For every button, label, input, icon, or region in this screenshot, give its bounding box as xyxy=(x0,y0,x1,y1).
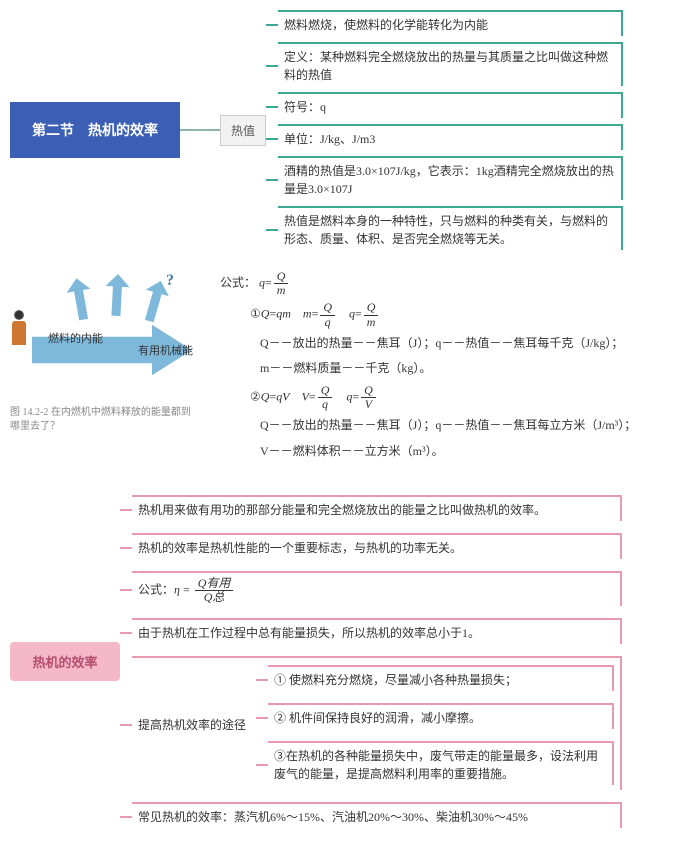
set1-desc2: m－－燃料质量－－千克（kg）。 xyxy=(260,358,679,380)
main-formula: 公式： q=Qm xyxy=(220,270,679,297)
ways-item: ① 使燃料充分燃烧，尽量减小各种热量损失； xyxy=(268,665,614,691)
formula-set-1: ①Q=qm m=Qq q=Qm xyxy=(250,301,679,328)
efficiency-branch: 由于热机在工作过程中总有能量损失，所以热机的效率总小于1。 xyxy=(132,618,622,644)
person-figure xyxy=(12,310,26,350)
set1-desc: Q－－放出的热量－－焦耳（J）；q－－热值－－焦耳每千克（J/kg）； xyxy=(260,333,679,355)
ways-item: ③在热机的各种能量损失中，废气带走的能量最多，设法利用废气的能量，是提高燃料利用… xyxy=(268,741,614,785)
diagram-caption: 图 14.2-2 在内燃机中燃料释放的能量都到哪里去了？ xyxy=(10,406,200,434)
formula-block: 公式： q=Qm ①Q=qm m=Qq q=Qm Q－－放出的热量－－焦耳（J）… xyxy=(220,270,679,467)
ways-item: ② 机件间保持良好的润滑，减小摩擦。 xyxy=(268,703,614,729)
efficiency-branch: 提高热机效率的途径 ① 使燃料充分燃烧，尽量减小各种热量损失； ② 机件间保持良好的… xyxy=(132,656,622,790)
set2-label: ② xyxy=(250,389,261,403)
formula-label: 公式： xyxy=(220,275,256,289)
heat-value-section: 第二节 热机的效率 热值 燃料燃烧，使燃料的化学能转化为内能定义：某种燃料完全燃… xyxy=(10,10,679,250)
loss-arrow-2 xyxy=(101,273,133,317)
useful-energy-label: 有用机械能 xyxy=(138,342,193,358)
set2-desc2: V－－燃料体积－－立方米（m³）。 xyxy=(260,441,679,463)
efficiency-branch: 热机的效率是热机性能的一个重要标志，与热机的功率无关。 xyxy=(132,533,622,559)
efficiency-node: 热机的效率 xyxy=(10,642,120,681)
heat-value-branch: 符号：q xyxy=(278,92,623,118)
formula-set-2: ②Q=qV V=Qq q=QV xyxy=(250,384,679,411)
formula-section: ? 燃料的内能 有用机械能 图 14.2-2 在内燃机中燃料释放的能量都到哪里去… xyxy=(10,270,679,467)
question-mark: ? xyxy=(166,272,174,290)
arrow-diagram: ? 燃料的内能 有用机械能 xyxy=(10,270,200,400)
connector xyxy=(180,129,220,131)
efficiency-branch: 热机用来做有用功的那部分能量和完全燃烧放出的能量之比叫做热机的效率。 xyxy=(132,495,622,521)
heat-value-branch: 酒精的热值是3.0×107J/kg，它表示：1kg酒精完全燃烧放出的热量是3.0… xyxy=(278,156,623,200)
heat-value-node: 热值 xyxy=(220,115,266,146)
heat-value-branches: 燃料燃烧，使燃料的化学能转化为内能定义：某种燃料完全燃烧放出的热量与其质量之比叫… xyxy=(278,10,623,250)
main-title-node: 第二节 热机的效率 xyxy=(10,102,180,158)
heat-value-branch: 单位：J/kg、J/m3 xyxy=(278,124,623,150)
set1-label: ① xyxy=(250,307,261,321)
efficiency-branch: 常见热机的效率：蒸汽机6%～15%、汽油机20%～30%、柴油机30%～45% xyxy=(132,802,622,828)
efficiency-section: 热机的效率 热机用来做有用功的那部分能量和完全燃烧放出的能量之比叫做热机的效率。… xyxy=(10,492,679,831)
heat-value-branch: 热值是燃料本身的一种特性，只与燃料的种类有关，与燃料的形态、质量、体积、是否完全… xyxy=(278,206,623,250)
loss-arrow-1 xyxy=(62,276,99,323)
ways-label: 提高热机效率的途径 xyxy=(138,716,246,734)
heat-value-branch: 燃料燃烧，使燃料的化学能转化为内能 xyxy=(278,10,623,36)
efficiency-branch: 公式：η = Q有用Q总 xyxy=(132,571,622,606)
set2-desc: Q－－放出的热量－－焦耳（J）；q－－热值－－焦耳每立方米（J/m³）； xyxy=(260,415,679,437)
heat-value-branch: 定义：某种燃料完全燃烧放出的热量与其质量之比叫做这种燃料的热值 xyxy=(278,42,623,86)
efficiency-branches: 热机用来做有用功的那部分能量和完全燃烧放出的能量之比叫做热机的效率。热机的效率是… xyxy=(132,492,622,831)
energy-diagram: ? 燃料的内能 有用机械能 图 14.2-2 在内燃机中燃料释放的能量都到哪里去… xyxy=(10,270,200,434)
fuel-energy-label: 燃料的内能 xyxy=(48,330,103,346)
